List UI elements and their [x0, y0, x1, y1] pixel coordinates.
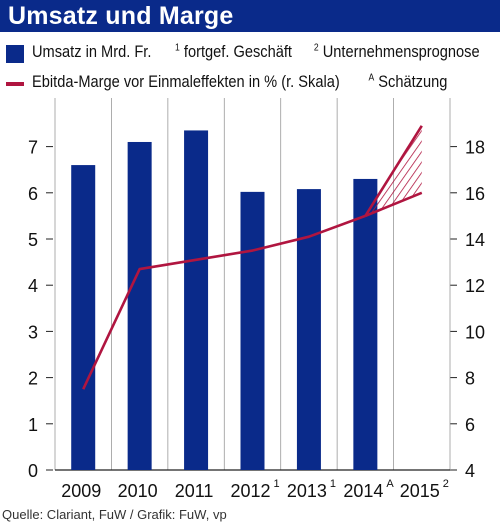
forecast-upper-line	[364, 125, 423, 217]
noteA-text: Schätzung	[378, 72, 448, 91]
right-tick-label: 10	[465, 322, 485, 342]
legend-bar-label: Umsatz in Mrd. Fr.	[32, 42, 152, 61]
left-tick-label: 6	[28, 184, 38, 204]
revenue-bar	[296, 189, 321, 470]
right-tick-label: 4	[465, 461, 475, 481]
source-note: Quelle: Clariant, FuW / Grafik: FuW, vp	[2, 507, 227, 522]
revenue-bar	[127, 141, 152, 471]
revenue-bar	[184, 130, 209, 470]
left-tick-label: 5	[28, 230, 38, 250]
bar-legend-swatch	[6, 45, 24, 63]
noteA-mark: A	[368, 72, 375, 84]
left-tick-label: 1	[28, 415, 38, 435]
left-tick-label: 3	[28, 322, 38, 342]
x-tick-label: 2010	[118, 481, 158, 501]
right-tick-label: 8	[465, 369, 475, 389]
left-tick-label: 0	[28, 461, 38, 481]
left-tick-label: 2	[28, 369, 38, 389]
x-tick-label: 2009	[61, 481, 101, 501]
legend-row-2: Ebitda-Marge vor Einmaleffekten in % (r.…	[32, 72, 447, 92]
legend-row-1: Umsatz in Mrd. Fr. 1 fortgef. Geschäft 2…	[32, 42, 480, 62]
x-tick-label: 2015	[400, 481, 440, 501]
x-tick-superscript: 1	[330, 478, 336, 490]
x-tick-label: 2014	[343, 481, 383, 501]
title-bar: Umsatz und Marge	[0, 0, 500, 32]
x-tick-label: 2011	[175, 481, 214, 501]
revenue-bar	[71, 165, 96, 470]
revenue-bar	[353, 178, 378, 470]
right-tick-label: 6	[465, 415, 475, 435]
forecast-lower-line	[364, 191, 423, 218]
right-tick-label: 12	[465, 276, 485, 296]
left-tick-label: 7	[28, 138, 38, 158]
note1-mark: 1	[175, 42, 180, 54]
right-tick-label: 14	[465, 230, 485, 250]
x-tick-superscript: 1	[274, 478, 280, 490]
right-tick-label: 16	[465, 184, 485, 204]
line-legend-swatch	[6, 82, 24, 86]
x-tick-superscript: A	[386, 478, 394, 490]
x-tick-label: 2012	[230, 481, 270, 501]
legend-line-label: Ebitda-Marge vor Einmaleffekten in % (r.…	[32, 72, 340, 91]
note1-text: fortgef. Geschäft	[183, 42, 292, 61]
note2-text: Unternehmensprognose	[322, 42, 480, 61]
note2-mark: 2	[313, 42, 319, 54]
right-tick-label: 18	[465, 138, 485, 158]
revenue-bar	[240, 191, 265, 470]
x-tick-label: 2013	[287, 481, 327, 501]
chart-title: Umsatz und Marge	[8, 2, 234, 30]
x-tick-superscript: 2	[443, 478, 449, 490]
left-tick-label: 4	[28, 276, 38, 296]
ebitda-margin-line	[82, 214, 366, 390]
